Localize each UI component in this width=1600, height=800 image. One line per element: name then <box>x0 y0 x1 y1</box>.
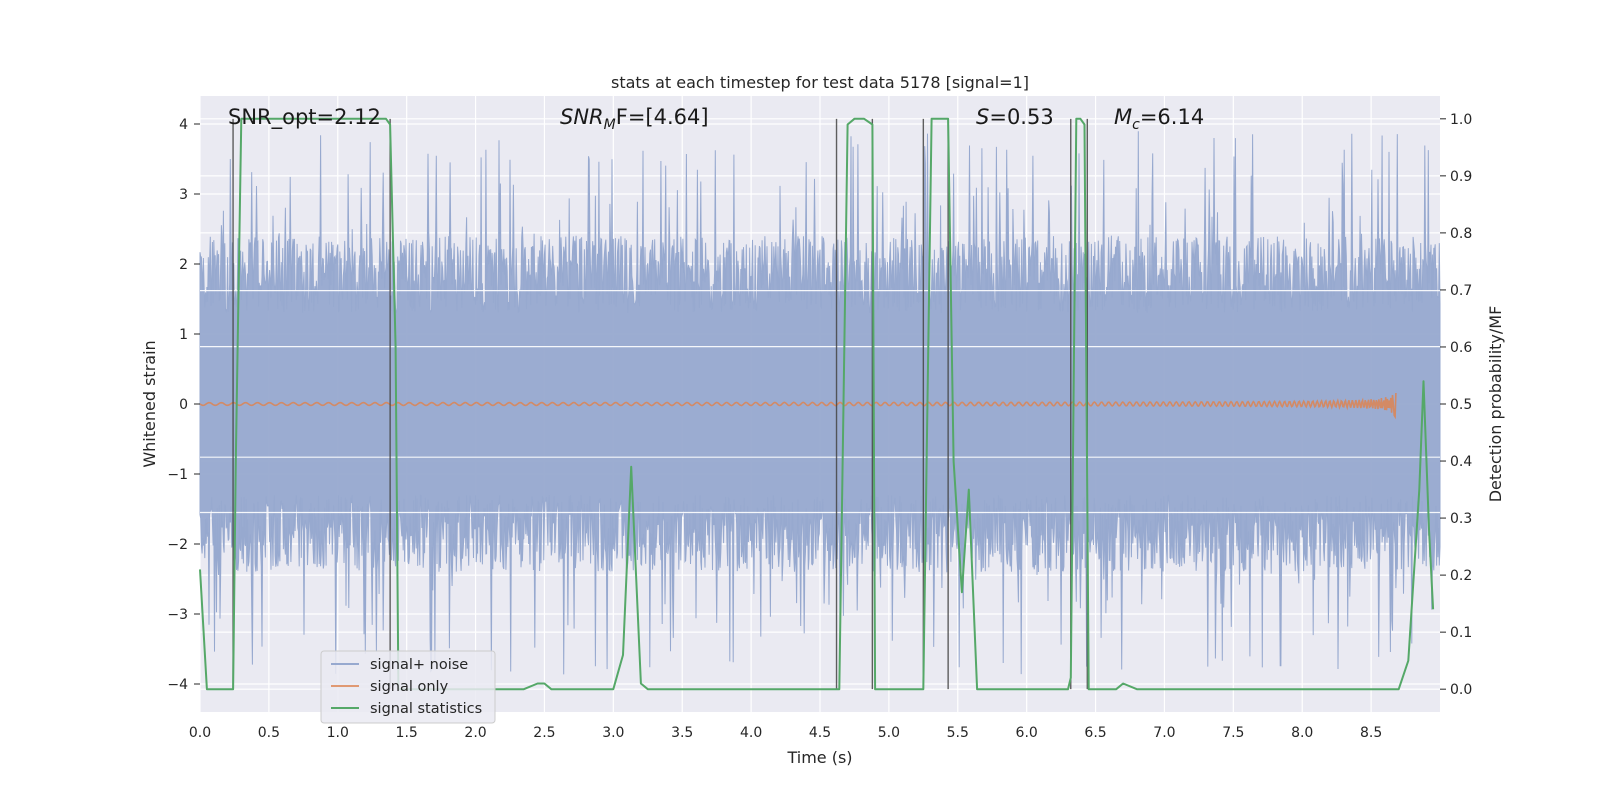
x-tick-label: 5.5 <box>947 725 969 741</box>
y-right-tick-label: 0.7 <box>1450 283 1472 299</box>
y-right-tick-label: 0.9 <box>1450 169 1472 185</box>
x-tick-label: 1.5 <box>396 725 418 741</box>
x-tick-label: 2.0 <box>464 725 486 741</box>
y-axis-right-label: Detection probability/MF <box>1486 306 1505 503</box>
y-right-tick-label: 0.0 <box>1450 682 1472 698</box>
y-tick-label: −4 <box>167 677 188 693</box>
y-right-tick-label: 0.4 <box>1450 454 1472 470</box>
legend-label-signal-statistics: signal statistics <box>370 701 482 717</box>
x-tick-label: 6.0 <box>1016 725 1038 741</box>
x-tick-label: 2.5 <box>533 725 555 741</box>
x-tick-label: 0.0 <box>189 725 211 741</box>
s-annotation: S=0.53 <box>976 105 1054 129</box>
x-tick-label: 5.0 <box>878 725 900 741</box>
x-tick-label: 8.5 <box>1360 725 1382 741</box>
mc-subscript: c <box>1132 117 1140 133</box>
snr-mf-value: F=[4.64] <box>616 105 709 129</box>
y-tick-label: 3 <box>179 187 188 203</box>
x-tick-label: 0.5 <box>258 725 280 741</box>
y-tick-label: 2 <box>179 257 188 273</box>
y-tick-label: 1 <box>179 327 188 343</box>
y-right-tick-label: 0.3 <box>1450 511 1472 527</box>
y-tick-label: 4 <box>179 117 188 133</box>
snr-mf-prefix: SNR <box>560 105 604 129</box>
y-right-tick-label: 0.2 <box>1450 568 1472 584</box>
x-tick-label: 6.5 <box>1084 725 1106 741</box>
x-tick-label: 1.0 <box>327 725 349 741</box>
axes: 0.0 0.5 1.0 1.5 2.0 2.5 3.0 3.5 4.0 4.5 5.0 5.5 6.0 6… <box>167 112 1472 741</box>
x-tick-label: 4.0 <box>740 725 762 741</box>
y-right-tick-label: 1.0 <box>1450 112 1472 128</box>
signal-only-series <box>199 392 1397 420</box>
y-right-tick-label: 0.1 <box>1450 625 1472 641</box>
mc-annotation: Mc=6.14 <box>1114 105 1204 133</box>
x-tick-label: 3.0 <box>602 725 624 741</box>
snr-opt-annotation: SNR_opt=2.12 <box>228 105 381 130</box>
legend-box <box>320 650 496 724</box>
x-tick-label: 4.5 <box>809 725 831 741</box>
y-right-tick-label: 0.8 <box>1450 226 1472 242</box>
s-value: =0.53 <box>989 105 1053 129</box>
signal-only-trace <box>199 392 1397 420</box>
y-tick-label: −2 <box>167 537 188 553</box>
x-tick-label: 8.0 <box>1291 725 1313 741</box>
snr-mf-subscript: M <box>604 117 616 133</box>
y-tick-label: 0 <box>179 397 188 413</box>
legend-label-signal-noise: signal+ noise <box>370 657 468 673</box>
y-axis-label: Whitened strain <box>140 340 159 467</box>
x-tick-label: 7.0 <box>1153 725 1175 741</box>
snr-mf-annotation: SNRMF=[4.64] <box>560 105 709 133</box>
y-tick-label: −3 <box>167 607 188 623</box>
legend: signal+ noise signal only signal statist… <box>320 650 496 724</box>
y-right-tick-label: 0.5 <box>1450 397 1472 413</box>
x-axis-label: Time (s) <box>786 748 852 767</box>
chart-title: stats at each timestep for test data 517… <box>611 73 1029 92</box>
y-right-tick-label: 0.6 <box>1450 340 1472 356</box>
x-tick-label: 3.5 <box>671 725 693 741</box>
s-prefix: S <box>976 105 989 129</box>
mc-value: =6.14 <box>1140 105 1204 129</box>
x-tick-label: 7.5 <box>1222 725 1244 741</box>
y-tick-label: −1 <box>167 467 188 483</box>
legend-label-signal-only: signal only <box>370 679 449 695</box>
mc-prefix: M <box>1114 105 1132 129</box>
